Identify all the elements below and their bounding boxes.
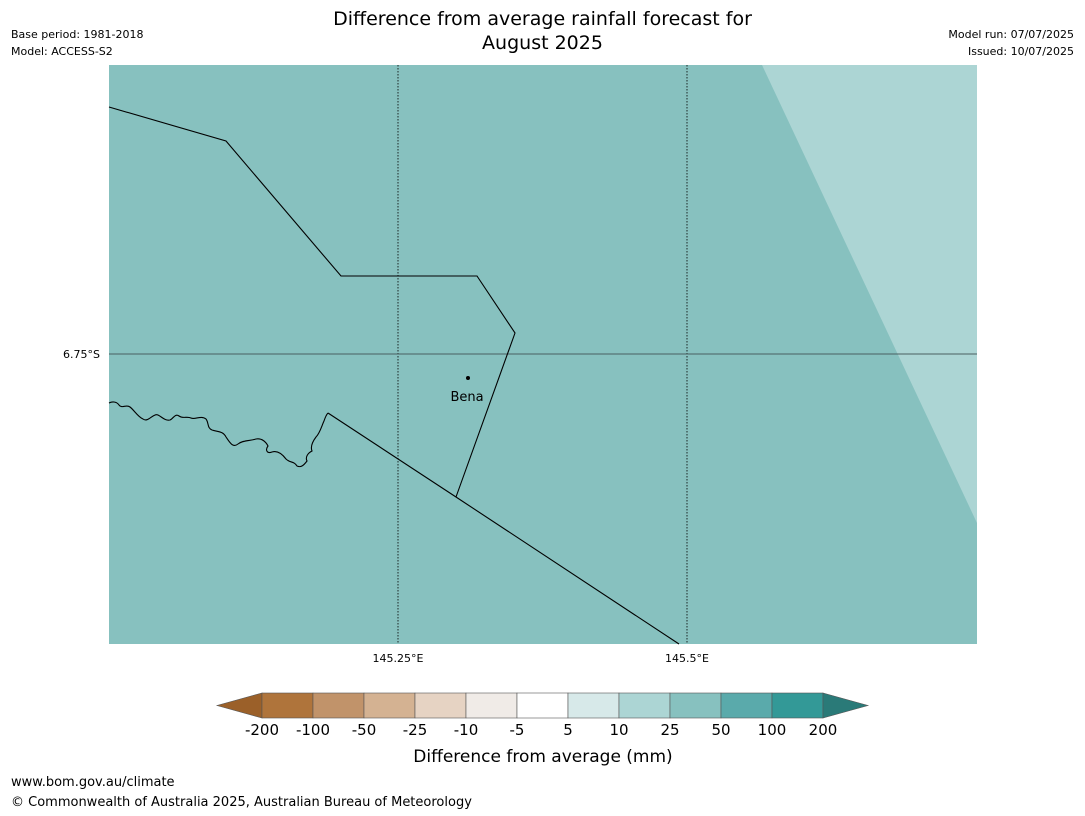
colorbar-swatch	[720, 692, 773, 719]
title-line-1: Difference from average rainfall forecas…	[333, 8, 752, 30]
latitude-label: 6.75°S	[63, 348, 100, 361]
colorbar-tick-label: -10	[454, 721, 479, 739]
colorbar-tick-label: 5	[563, 721, 573, 739]
colorbar-swatch	[771, 692, 824, 719]
colorbar-swatch	[363, 692, 416, 719]
colorbar-swatch-high-extension	[822, 692, 870, 719]
colorbar-tick-labels: -200 -100 -50 -25 -10 -5 5 10 25 50 100 200	[245, 721, 837, 739]
colorbar-swatches	[215, 692, 870, 719]
colorbar-tick-label: 25	[660, 721, 679, 739]
colorbar-tick-label: 50	[711, 721, 730, 739]
province-boundary	[327, 412, 680, 645]
colorbar-swatch	[618, 692, 671, 719]
colorbar-tick-label: -100	[296, 721, 330, 739]
colorbar-tick-label: -200	[245, 721, 279, 739]
colorbar-legend: -200 -100 -50 -25 -10 -5 5 10 25 50 100 200 Differe…	[215, 692, 870, 767]
colorbar-swatch-low-extension	[215, 692, 263, 719]
colorbar-swatch	[465, 692, 518, 719]
colorbar-swatch	[312, 692, 365, 719]
colorbar-title: Difference from average (mm)	[413, 747, 672, 767]
longitude-label: 145.25°E	[373, 652, 424, 665]
colorbar-tick-label: 200	[809, 721, 838, 739]
meta-right: Model run: 07/07/2025 Issued: 10/07/2025	[948, 26, 1074, 60]
map-panel: Bena	[108, 65, 977, 645]
colorbar-tick-label: -50	[352, 721, 377, 739]
longitude-label: 145.5°E	[665, 652, 709, 665]
map-title: Difference from average rainfall forecas…	[0, 7, 1085, 55]
colorbar-tick-label: -25	[403, 721, 428, 739]
meta-left: Base period: 1981-2018 Model: ACCESS-S2	[11, 26, 143, 60]
place-marker-dot	[466, 376, 470, 380]
colorbar-tick-label: 100	[758, 721, 787, 739]
lighter-rainfall-region	[762, 65, 977, 523]
place-label-bena: Bena	[450, 390, 483, 405]
colorbar-swatch	[516, 692, 569, 719]
colorbar-swatch	[261, 692, 314, 719]
title-line-2: August 2025	[482, 32, 603, 54]
base-period-text: Base period: 1981-2018	[11, 28, 144, 41]
colorbar-tick-label: -5	[510, 721, 525, 739]
province-boundary	[108, 106, 516, 498]
issued-text: Issued: 10/07/2025	[967, 45, 1074, 58]
colorbar-swatch	[567, 692, 620, 719]
colorbar-tick-label: 10	[609, 721, 628, 739]
coastline-river-boundary	[108, 401, 329, 468]
colorbar-swatch	[414, 692, 467, 719]
model-text: Model: ACCESS-S2	[11, 45, 113, 58]
colorbar-swatch	[669, 692, 722, 719]
footer-url: www.bom.gov.au/climate	[11, 775, 175, 790]
model-run-text: Model run: 07/07/2025	[948, 28, 1074, 41]
footer-copyright: © Commonwealth of Australia 2025, Austra…	[11, 795, 472, 810]
